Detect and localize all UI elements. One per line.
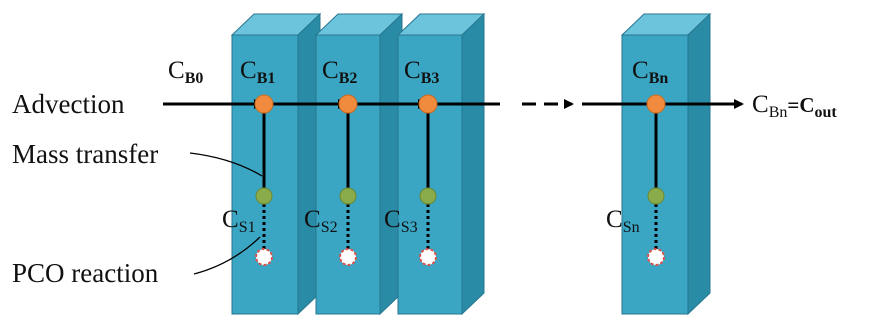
mass-transfer-label: Mass transfer — [12, 139, 158, 169]
bulk-concentration-n-symbol: C — [632, 57, 649, 84]
surface-concentration-2-symbol: C — [304, 206, 321, 233]
surface-node-1 — [255, 187, 273, 205]
surface-concentration-n-symbol: C — [606, 206, 623, 233]
bulk-concentration-1-subscript: B1 — [257, 70, 276, 87]
reaction-node-2 — [339, 248, 357, 266]
bulk-concentration-3-subscript: B3 — [421, 70, 440, 87]
bulk-node-3 — [418, 94, 438, 114]
bulk-node-2 — [338, 94, 358, 114]
pco-reaction-pointer — [193, 236, 261, 275]
surface-concentration-2-subscript: S2 — [321, 219, 338, 236]
inlet-concentration-symbol: C — [168, 57, 185, 84]
inlet-concentration-label: CB0 — [168, 57, 203, 87]
bulk-concentration-2: CB2 — [322, 57, 357, 87]
surface-concentration-3-symbol: C — [384, 206, 401, 233]
bulk-concentration-2-symbol: C — [322, 57, 339, 84]
advection-label: Advection — [12, 89, 125, 119]
cell-1 — [230, 12, 322, 316]
cell-3-side — [461, 12, 485, 316]
surface-concentration-1: CS1 — [222, 206, 256, 236]
outlet-rhs-subscript: out — [815, 104, 838, 121]
bulk-concentration-1-symbol: C — [240, 57, 257, 84]
surface-node-3 — [419, 187, 437, 205]
bulk-concentration-1: CB1 — [240, 57, 275, 87]
surface-node-2 — [339, 187, 357, 205]
surface-concentration-3: CS3 — [384, 206, 418, 236]
reaction-node-1 — [255, 248, 273, 266]
bulk-concentration-3-symbol: C — [404, 57, 421, 84]
outlet-lhs-symbol: C — [752, 91, 769, 118]
inlet-concentration-subscript: B0 — [185, 70, 204, 87]
bulk-concentration-2-subscript: B2 — [339, 70, 358, 87]
bulk-node-1 — [254, 94, 274, 114]
bulk-concentration-n: CBn — [632, 57, 668, 87]
reaction-node-n — [647, 248, 665, 266]
reaction-node-3 — [419, 248, 437, 266]
surface-node-n — [647, 187, 665, 205]
cell-n-side — [687, 12, 711, 316]
outlet-lhs-subscript: Bn — [769, 104, 788, 121]
cell-3 — [396, 12, 486, 316]
pco-reaction-label: PCO reaction — [12, 258, 159, 288]
bulk-node-n — [646, 94, 666, 114]
mass-transfer-pointer — [189, 152, 263, 177]
outlet-rhs: =C — [787, 93, 814, 117]
outlet-concentration-label: CBn=Cout — [752, 91, 837, 121]
cell-n — [620, 12, 712, 316]
cell-3-front — [397, 34, 463, 315]
surface-concentration-1-symbol: C — [222, 206, 239, 233]
surface-concentration-n: CSn — [606, 206, 640, 236]
surface-concentration-3-subscript: S3 — [401, 219, 418, 236]
surface-concentration-n-subscript: Sn — [623, 219, 640, 236]
bulk-concentration-3: CB3 — [404, 57, 439, 87]
surface-concentration-1-subscript: S1 — [239, 219, 256, 236]
surface-concentration-2: CS2 — [304, 206, 338, 236]
bulk-concentration-n-subscript: Bn — [649, 70, 669, 87]
